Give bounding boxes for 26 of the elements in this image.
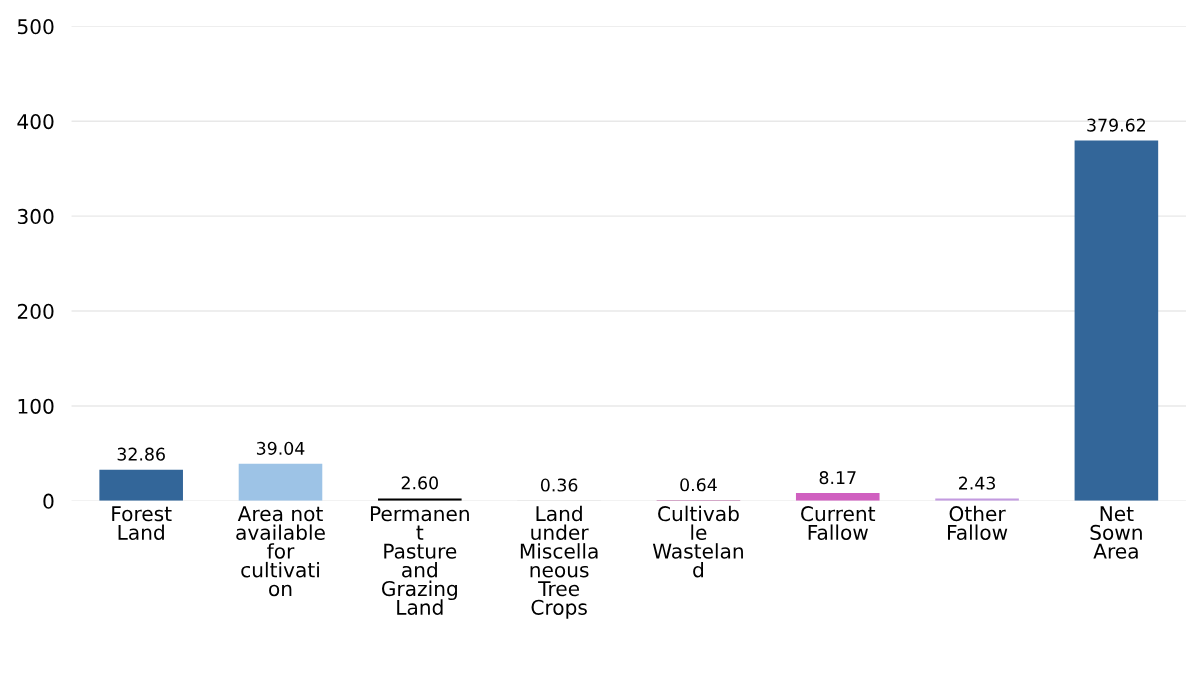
x-tick-label: Current Fallow	[801, 506, 876, 541]
x-tick-label: Area not available for cultivati on	[236, 506, 325, 597]
y-tick-label: 400	[17, 113, 54, 130]
y-tick-label: 0	[43, 493, 54, 509]
x-tick-label: Net Sown Area	[1090, 506, 1142, 559]
data-label: 32.86	[117, 447, 165, 461]
x-tick-label: Other Fallow	[948, 505, 1008, 541]
x-tick-label: Land under Miscella neous Tree Crops	[520, 505, 598, 619]
y-tick-label: 500	[17, 19, 54, 35]
data-label: 8.17	[819, 471, 856, 485]
bar	[99, 469, 183, 501]
x-tick-label: Permanen t Pasture and Grazing Land	[370, 506, 469, 615]
x-tick-label: Cultivab le Wastelan d	[652, 505, 743, 578]
y-tick-label: 200	[17, 303, 54, 319]
y-tick-label: 100	[18, 398, 54, 414]
data-label: 2.60	[401, 476, 438, 490]
bar	[238, 463, 323, 501]
x-tick-label: Forest Land	[112, 506, 172, 541]
bar	[795, 493, 880, 501]
bar	[1074, 140, 1159, 501]
data-label: 2.43	[959, 476, 995, 490]
y-tick-label: 300	[17, 208, 54, 225]
data-label: 0.64	[680, 478, 717, 492]
data-label: 379.62	[1087, 118, 1146, 132]
data-label: 39.04	[256, 441, 305, 455]
data-label: 0.36	[540, 478, 578, 492]
